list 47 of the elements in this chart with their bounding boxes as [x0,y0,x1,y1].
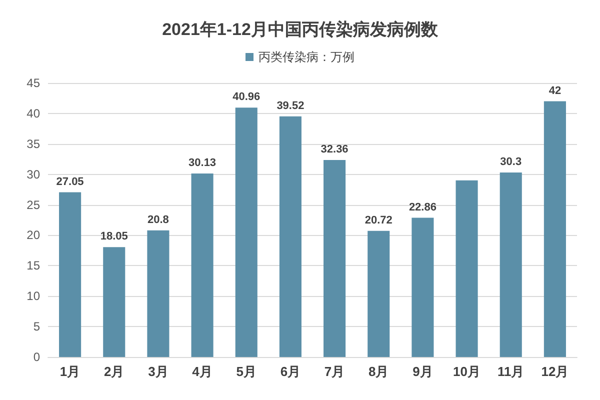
bar [544,101,566,357]
y-tick-label: 45 [26,76,40,90]
bar [147,230,170,357]
x-tick-label: 7月 [324,364,345,379]
y-tick-label: 25 [26,198,40,212]
bar [235,108,258,357]
bar [368,230,390,357]
data-label: 30.3 [500,156,522,168]
x-tick-label: 1月 [60,364,80,379]
bar [191,174,214,357]
x-tick-label: 12月 [541,364,569,379]
data-label: 32.36 [320,143,348,156]
data-label: 18.05 [100,230,128,243]
data-label: 30.13 [188,157,216,170]
y-tick-label: 35 [26,136,40,151]
chart-title: 2021年1-12月中国丙传染病发病例数 [162,20,439,39]
x-tick-label: 4月 [192,364,212,379]
bar [456,180,478,357]
bar [279,116,302,357]
legend-label: 丙类传染病：万例 [258,50,354,64]
y-tick-label: 15 [26,258,40,273]
x-tick-label: 10月 [453,364,481,379]
y-tick-label: 40 [26,106,40,120]
y-tick-label: 20 [26,228,40,242]
bar [412,218,434,357]
bar [103,247,126,357]
bar [59,192,82,357]
y-tick-label: 0 [33,350,40,364]
y-tick-label: 30 [26,167,40,182]
x-tick-label: 3月 [148,364,168,379]
x-tick-label: 9月 [412,364,433,379]
bar [500,172,522,357]
x-tick-label: 2月 [104,364,124,379]
data-label: 20.8 [147,214,169,226]
y-tick-label: 10 [26,289,40,304]
data-label: 40.96 [232,91,260,104]
x-tick-label: 6月 [280,364,301,379]
data-label: 27.05 [56,176,84,188]
data-label: 20.72 [364,214,392,226]
bar [324,160,346,357]
x-tick-label: 11月 [498,364,524,379]
x-tick-label: 8月 [368,364,389,379]
y-tick-label: 5 [33,320,40,334]
x-tick-label: 5月 [236,364,256,379]
data-label: 39.52 [276,100,304,112]
data-label: 42 [548,84,562,97]
data-label: 22.86 [408,201,436,214]
